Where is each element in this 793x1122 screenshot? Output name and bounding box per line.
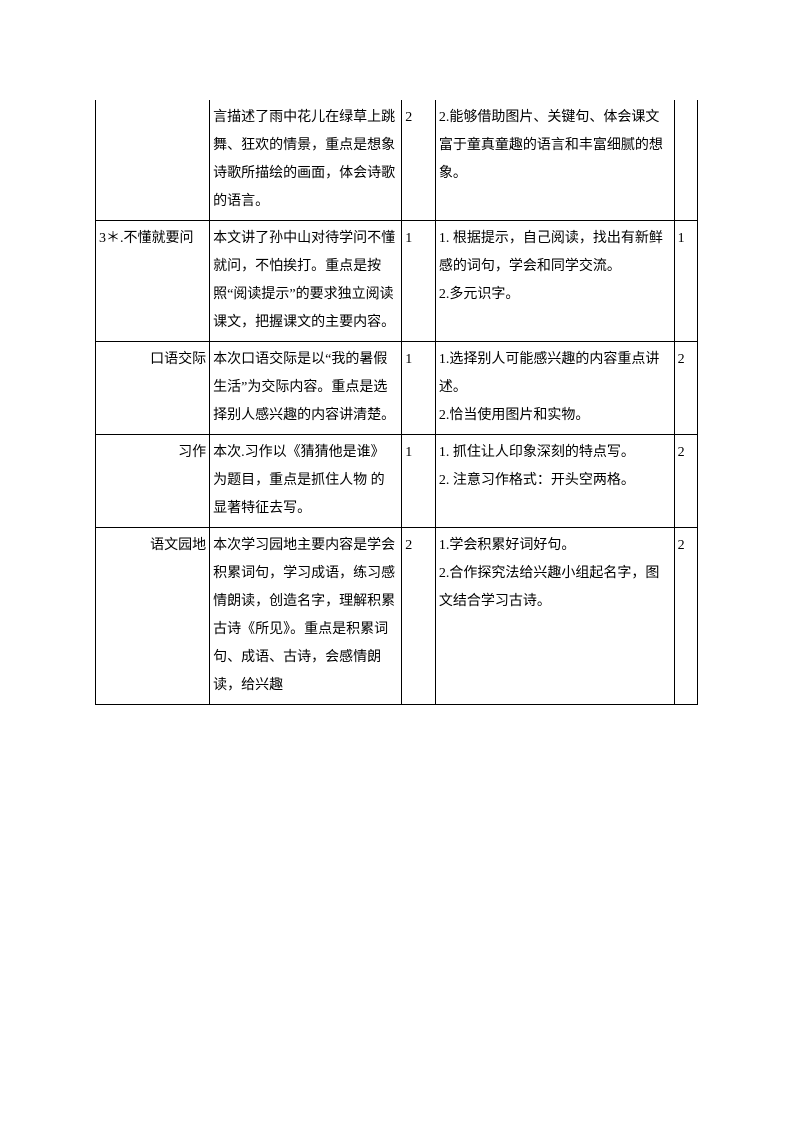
cell-goal: 1.学会积累好词好句。 2.合作探究法给兴趣小组起名字，图文结合学习古诗。 [435,528,674,705]
cell-desc: 本次口语交际是以“我的暑假生活”为交际内容。重点是选择别人感兴趣的内容讲清楚。 [210,342,402,435]
cell-desc: 本次学习园地主要内容是学会积累词句，学习成语，练习感情朗读，创造名字，理解积累古… [210,528,402,705]
cell-hours-1: 1 [402,435,436,528]
cell-hours-1: 2 [402,528,436,705]
table-row: 语文园地 本次学习园地主要内容是学会积累词句，学习成语，练习感情朗读，创造名字，… [96,528,698,705]
cell-goal: 1.选择别人可能感兴趣的内容重点讲述。 2.恰当使用图片和实物。 [435,342,674,435]
curriculum-table: 言描述了雨中花儿在绿草上跳舞、狂欢的情景，重点是想象诗歌所描绘的画面，体会诗歌的… [95,100,698,705]
cell-hours-2 [674,100,697,221]
cell-title [96,100,210,221]
cell-title: 3＊.不懂就要问 [96,221,210,342]
table-row: 3＊.不懂就要问 本文讲了孙中山对待学问不懂就问，不怕挨打。重点是按照“阅读提示… [96,221,698,342]
table-row: 口语交际 本次口语交际是以“我的暑假生活”为交际内容。重点是选择别人感兴趣的内容… [96,342,698,435]
document-page: 言描述了雨中花儿在绿草上跳舞、狂欢的情景，重点是想象诗歌所描绘的画面，体会诗歌的… [0,0,793,1122]
cell-goal: 1. 根据提示，自己阅读，找出有新鲜感的词句，学会和同学交流。 2.多元识字。 [435,221,674,342]
cell-goal: 2.能够借助图片、关键句、体会课文富于童真童趣的语言和丰富细腻的想象。 [435,100,674,221]
cell-title: 习作 [96,435,210,528]
cell-desc: 言描述了雨中花儿在绿草上跳舞、狂欢的情景，重点是想象诗歌所描绘的画面，体会诗歌的… [210,100,402,221]
table-row: 习作 本次.习作以《猜猜他是谁》为题目，重点是抓住人物 的显著特征去写。 1 1… [96,435,698,528]
cell-desc: 本文讲了孙中山对待学问不懂就问，不怕挨打。重点是按照“阅读提示”的要求独立阅读课… [210,221,402,342]
cell-goal: 1. 抓住让人印象深刻的特点写。 2. 注意习作格式：开头空两格。 [435,435,674,528]
cell-hours-2: 1 [674,221,697,342]
cell-hours-2: 2 [674,528,697,705]
table-row: 言描述了雨中花儿在绿草上跳舞、狂欢的情景，重点是想象诗歌所描绘的画面，体会诗歌的… [96,100,698,221]
cell-hours-2: 2 [674,342,697,435]
cell-desc: 本次.习作以《猜猜他是谁》为题目，重点是抓住人物 的显著特征去写。 [210,435,402,528]
cell-hours-1: 2 [402,100,436,221]
cell-hours-2: 2 [674,435,697,528]
cell-hours-1: 1 [402,342,436,435]
cell-title: 语文园地 [96,528,210,705]
cell-title: 口语交际 [96,342,210,435]
cell-hours-1: 1 [402,221,436,342]
